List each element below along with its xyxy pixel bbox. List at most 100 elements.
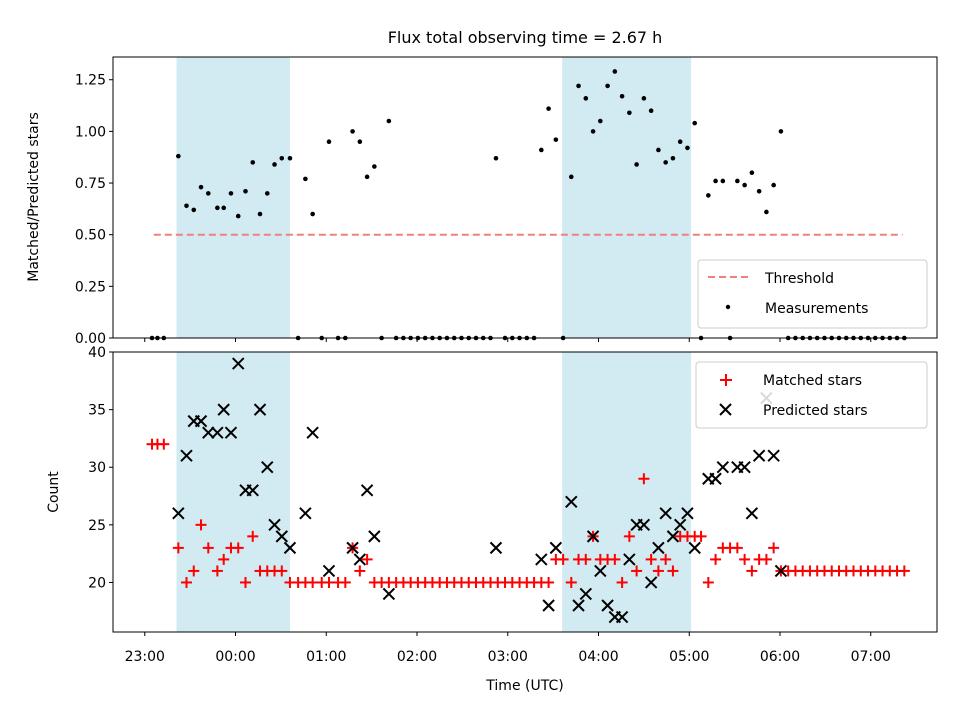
x-tick-label: 05:00 xyxy=(669,649,709,665)
predicted-star-point xyxy=(549,541,563,555)
y-tick-label: 30 xyxy=(88,460,106,476)
matched-star-point xyxy=(580,553,592,565)
predicted-star-point xyxy=(652,541,665,555)
matched-star-point xyxy=(339,576,351,588)
bottom-legend-box xyxy=(695,361,928,429)
measurement-point xyxy=(191,207,197,213)
y-tick-label: 40 xyxy=(88,345,106,361)
predicted-star-point xyxy=(688,541,701,555)
top-legend-box xyxy=(697,259,928,329)
predicted-star-point xyxy=(489,541,503,555)
matched-star-point xyxy=(731,542,743,554)
predicted-star-point xyxy=(752,449,766,462)
predicted-star-point xyxy=(194,414,208,428)
predicted-star-point xyxy=(246,484,259,497)
legend-threshold-label: Threshold xyxy=(764,271,834,287)
measurement-point xyxy=(605,83,610,89)
measurement-point xyxy=(235,213,241,219)
measurement-point xyxy=(372,164,377,169)
bottom-ylabel: Count xyxy=(46,471,62,513)
matched-star-point xyxy=(746,565,758,577)
predicted-star-point xyxy=(565,495,578,509)
measurement-point xyxy=(685,145,690,151)
predicted-star-point xyxy=(637,518,651,532)
predicted-star-point xyxy=(659,507,672,520)
measurement-point xyxy=(303,176,308,182)
measurement-point xyxy=(706,193,711,198)
predicted-star-point xyxy=(224,426,238,439)
matched-star-point xyxy=(218,553,230,565)
top-panel: 0.00 0.25 0.50 0.75 1.00 1.25 Matched/Predict… xyxy=(26,56,938,347)
predicted-star-point xyxy=(681,507,694,520)
measurement-point xyxy=(357,139,363,145)
matched-star-point xyxy=(652,565,664,577)
predicted-star-point xyxy=(666,530,680,543)
measurement-point xyxy=(590,129,596,134)
legend-predicted-label: Predicted stars xyxy=(763,403,868,419)
measurement-point xyxy=(539,147,544,153)
measurement-point xyxy=(568,174,574,180)
predicted-star-point xyxy=(202,426,215,439)
matched-star-point xyxy=(616,576,628,588)
top-ylabel: Matched/Predicted stars xyxy=(26,112,42,282)
bottom-axes-frame xyxy=(112,351,938,633)
y-tick-label: 1.25 xyxy=(75,73,106,89)
measurement-point xyxy=(364,174,370,180)
measurement-point xyxy=(279,155,285,161)
matched-star-point xyxy=(211,565,223,577)
measurement-point xyxy=(756,189,762,194)
predicted-star-point xyxy=(346,541,359,555)
predicted-star-point xyxy=(268,518,281,532)
matched-star-point xyxy=(768,542,780,554)
y-tick-label: 0.25 xyxy=(75,279,106,295)
legend-measurements-label: Measurements xyxy=(765,301,868,317)
predicted-star-point xyxy=(579,587,593,601)
measurement-point xyxy=(634,162,639,167)
measurement-point xyxy=(713,178,718,184)
matched-star-point xyxy=(239,576,251,588)
predicted-star-point xyxy=(601,599,614,612)
measurement-point xyxy=(272,162,277,167)
matched-star-point xyxy=(660,553,672,565)
measurement-point xyxy=(386,118,392,124)
measurement-point xyxy=(228,191,234,196)
legend-predicted-swatch xyxy=(719,403,732,416)
matched-star-point xyxy=(543,576,555,588)
measurement-point xyxy=(670,155,676,161)
predicted-star-point xyxy=(217,403,230,416)
measurement-point xyxy=(692,120,698,126)
measurement-point xyxy=(598,118,603,124)
shaded-interval xyxy=(176,352,290,632)
predicted-star-point xyxy=(275,530,289,543)
top-legend: Threshold Measurements xyxy=(697,259,928,329)
measurement-point xyxy=(264,191,270,196)
measurement-point xyxy=(771,182,776,188)
matched-star-point xyxy=(710,553,722,565)
x-tick-label: 02:00 xyxy=(397,649,437,665)
matched-star-point xyxy=(645,553,657,565)
y-tick-label: 0.50 xyxy=(75,228,106,244)
y-tick-label: 0.75 xyxy=(75,176,106,192)
y-tick-label: 0.00 xyxy=(75,331,106,347)
measurement-point xyxy=(735,178,740,184)
measurement-point xyxy=(287,155,293,161)
matched-star-point xyxy=(739,553,751,565)
matched-star-point xyxy=(202,542,214,554)
measurement-point xyxy=(742,182,747,188)
predicted-star-point xyxy=(360,484,374,497)
measurement-point xyxy=(648,108,654,114)
predicted-star-point xyxy=(299,507,312,520)
chart-title: Flux total observing time = 2.67 h xyxy=(388,28,663,47)
top-axes-frame xyxy=(112,56,938,339)
predicted-star-point xyxy=(211,426,224,439)
measurement-point xyxy=(619,93,625,99)
x-tick-label: 04:00 xyxy=(578,649,618,665)
matched-star-point xyxy=(232,542,244,554)
measurement-point xyxy=(663,160,668,165)
predicted-star-point xyxy=(716,461,730,474)
predicted-star-point xyxy=(709,472,722,485)
predicted-star-point xyxy=(738,461,751,474)
predicted-star-point xyxy=(673,518,687,532)
measurement-point xyxy=(493,155,499,161)
